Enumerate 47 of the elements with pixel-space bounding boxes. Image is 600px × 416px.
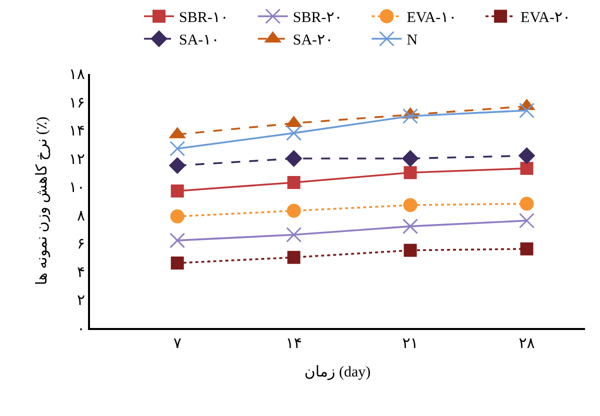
- x-tick-label: ۱۴: [286, 336, 302, 352]
- y-tick-label: ۱۲: [68, 152, 85, 168]
- point: [519, 212, 535, 228]
- point: [520, 242, 534, 256]
- point: [170, 209, 184, 224]
- point: [285, 150, 302, 167]
- point: [404, 244, 417, 257]
- x-tick-label: ۷: [173, 336, 182, 352]
- point: [404, 166, 417, 180]
- point: [286, 227, 302, 243]
- x-axis-title: زمان (day): [304, 364, 371, 380]
- point: [170, 256, 184, 270]
- y-tick-label: ۸: [76, 208, 85, 224]
- y-tick-label: ۱۸: [68, 67, 85, 83]
- point: [518, 147, 536, 164]
- point: [402, 150, 419, 167]
- point: [402, 108, 418, 124]
- point: [286, 125, 302, 141]
- legend-label: SA-۲۰: [292, 32, 334, 49]
- point: [402, 218, 418, 234]
- point: [287, 176, 300, 190]
- point: [520, 196, 534, 211]
- x-tick-label: ۲۸: [518, 336, 535, 352]
- legend-label: EVA-۱۰: [406, 10, 457, 26]
- point: [520, 162, 534, 175]
- point: [519, 102, 535, 118]
- point: [403, 198, 418, 212]
- point: [170, 232, 186, 248]
- y-tick-label: ۰: [76, 321, 85, 338]
- legend-label: N: [406, 32, 418, 49]
- point: [287, 250, 300, 264]
- y-tick-label: ۱۰: [68, 180, 85, 196]
- legend-label: EVA-۲۰: [520, 10, 571, 26]
- y-tick-label: ۴: [76, 264, 85, 281]
- x-tick-label: ۲۱: [402, 336, 418, 352]
- legend-label: SBR-۲۰: [292, 10, 342, 26]
- point: [170, 140, 186, 156]
- legend-label: SBR-۱۰: [179, 10, 228, 26]
- y-tick-label: ۱۴: [68, 124, 85, 140]
- legend-label: SA-۱۰: [179, 32, 220, 49]
- point: [168, 157, 186, 174]
- point: [170, 184, 184, 198]
- y-tick-label: ۲: [76, 293, 85, 309]
- y-tick-label: ۱۶: [68, 95, 85, 112]
- point: [286, 204, 301, 218]
- y-axis-title: نرخ کاهش وزن نمونه ها (٪): [34, 116, 51, 286]
- y-tick-label: ۶: [76, 236, 85, 252]
